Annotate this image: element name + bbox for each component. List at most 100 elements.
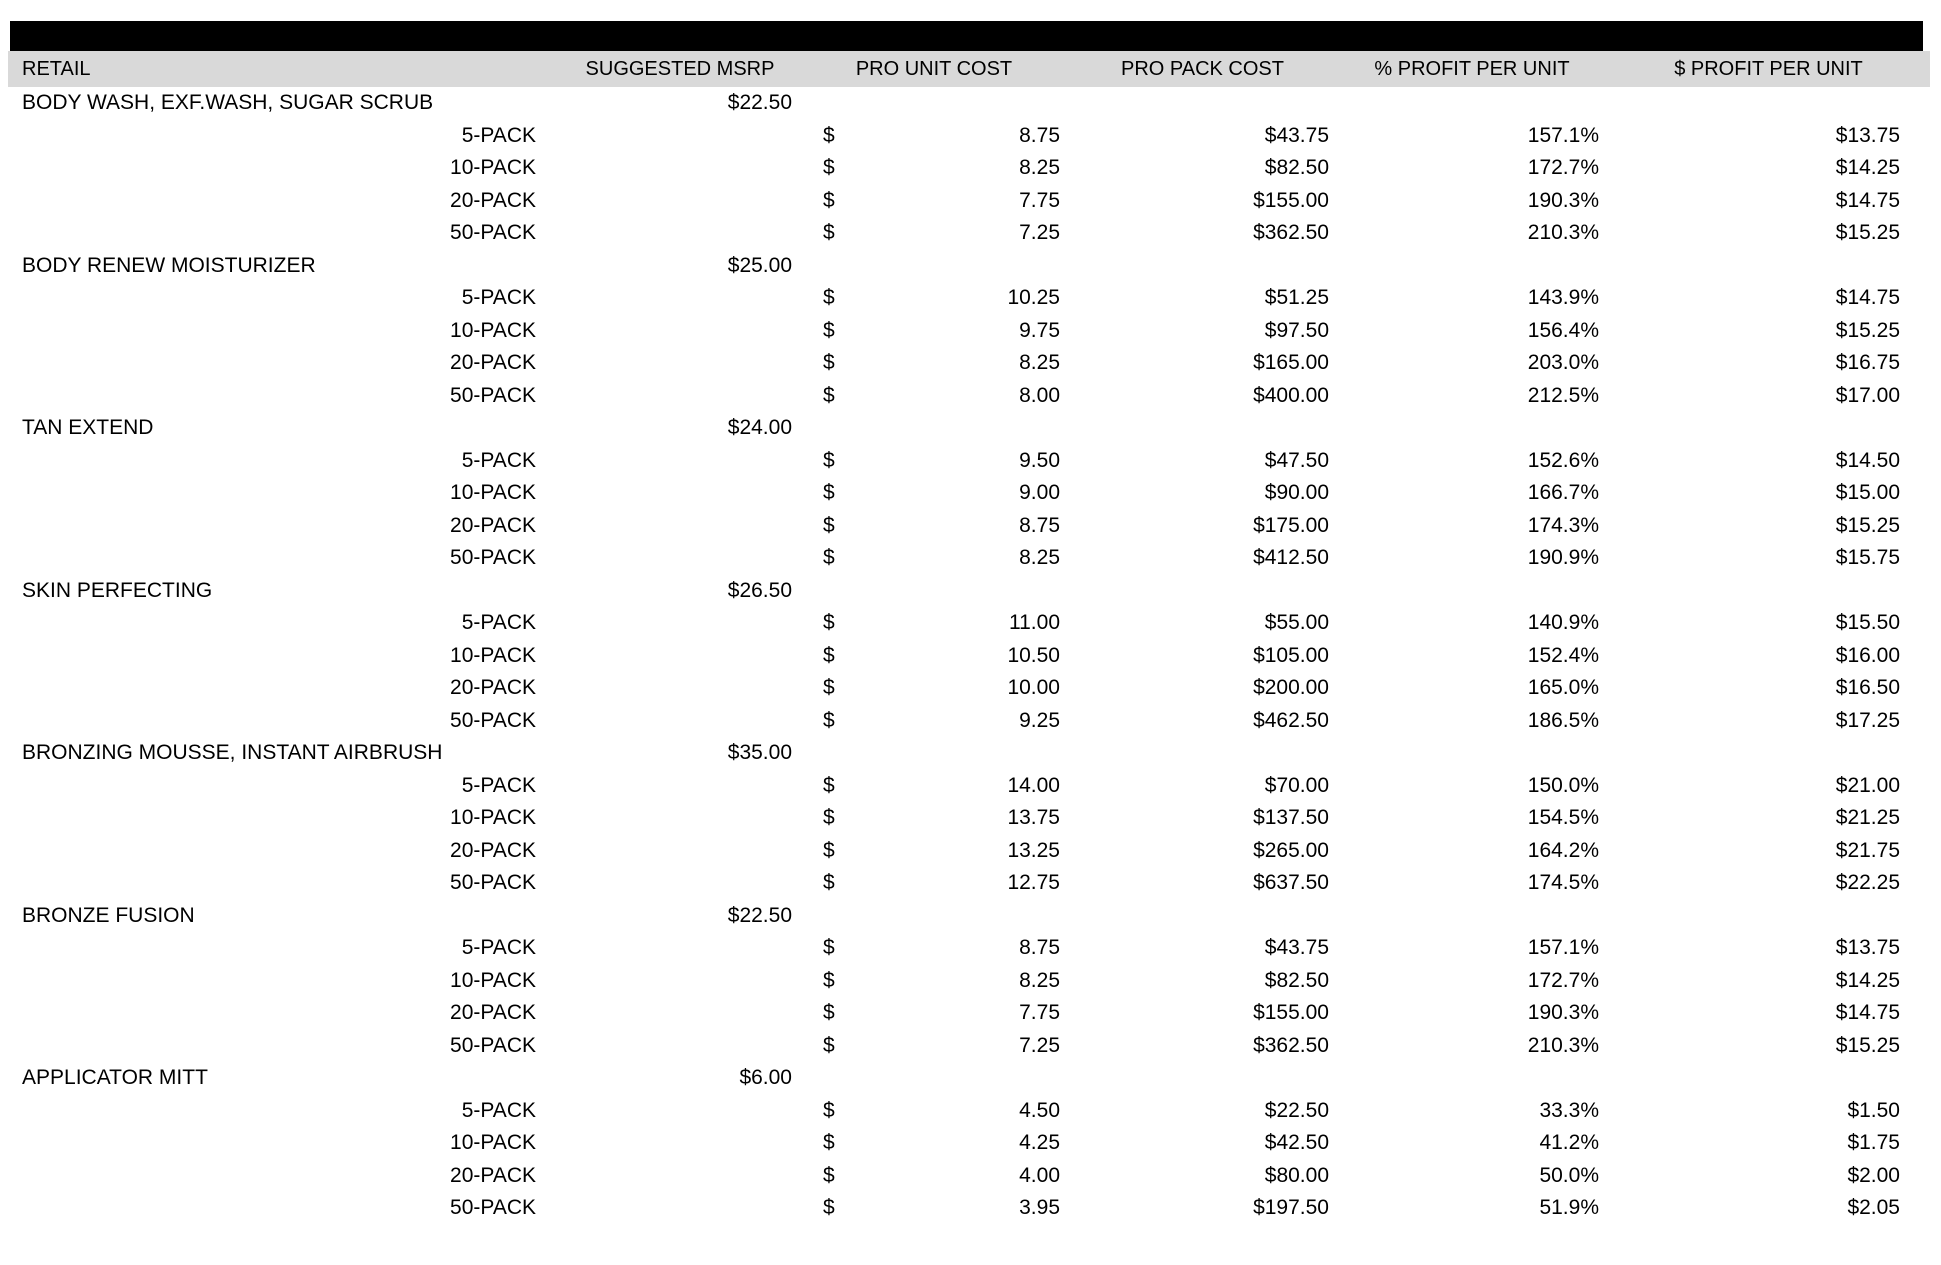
- percent-profit-cell: 150.0%: [1527, 773, 1599, 797]
- unit-cost-cell: $14.00: [800, 774, 1068, 798]
- dollar-profit-cell: $15.00: [1835, 481, 1900, 505]
- product-name-cell: BODY WASH, EXF.WASH, SUGAR SCRUB: [22, 91, 434, 115]
- unit-cost-value: 11.00: [1009, 611, 1060, 635]
- pack-label-cell: 50-PACK: [450, 708, 536, 732]
- unit-cost-value: 8.25: [1019, 546, 1060, 570]
- pack-row: 10-PACK $9.75 $97.50 156.4% $15.25: [8, 315, 1930, 348]
- pack-cost-cell: $22.50: [1264, 1098, 1329, 1122]
- currency-symbol: $: [823, 806, 835, 830]
- pack-label-cell: 50-PACK: [450, 383, 536, 407]
- product-row: BRONZE FUSION $22.50: [8, 900, 1930, 933]
- pack-label-cell: 50-PACK: [450, 1033, 536, 1057]
- dollar-profit-cell: $15.25: [1835, 318, 1900, 342]
- unit-cost-value: 8.75: [1019, 513, 1060, 537]
- pack-row: 10-PACK $8.25 $82.50 172.7% $14.25: [8, 965, 1930, 998]
- pack-row: 50-PACK $12.75 $637.50 174.5% $22.25: [8, 867, 1930, 900]
- dollar-profit-cell: $2.05: [1847, 1196, 1900, 1220]
- dollar-profit-cell: $14.25: [1835, 968, 1900, 992]
- percent-profit-cell: 172.7%: [1527, 968, 1599, 992]
- pack-cost-cell: $137.50: [1253, 806, 1329, 830]
- unit-cost-cell: $4.50: [800, 1099, 1068, 1123]
- pack-label-cell: 20-PACK: [450, 838, 536, 862]
- percent-profit-cell: 165.0%: [1527, 676, 1599, 700]
- unit-cost-value: 9.25: [1019, 708, 1060, 732]
- pack-cost-cell: $82.50: [1264, 156, 1329, 180]
- unit-cost-cell: $11.00: [800, 611, 1068, 635]
- unit-cost-value: 4.50: [1019, 1098, 1060, 1122]
- column-header-retail: RETAIL: [22, 57, 91, 80]
- product-row: BODY WASH, EXF.WASH, SUGAR SCRUB $22.50: [8, 87, 1930, 120]
- unit-cost-value: 8.75: [1019, 123, 1060, 147]
- dollar-profit-cell: $13.75: [1835, 936, 1900, 960]
- pack-row: 5-PACK $14.00 $70.00 150.0% $21.00: [8, 770, 1930, 803]
- pack-row: 50-PACK $9.25 $462.50 186.5% $17.25: [8, 705, 1930, 738]
- dollar-profit-cell: $2.00: [1847, 1163, 1900, 1187]
- column-header-usd-profit-unit: $ PROFIT PER UNIT: [1674, 57, 1863, 80]
- pack-label-cell: 5-PACK: [461, 611, 536, 635]
- pack-row: 50-PACK $7.25 $362.50 210.3% $15.25: [8, 217, 1930, 250]
- pack-cost-cell: $43.75: [1264, 936, 1329, 960]
- pack-label-cell: 10-PACK: [450, 806, 536, 830]
- pack-row: 5-PACK $8.75 $43.75 157.1% $13.75: [8, 120, 1930, 153]
- unit-cost-cell: $8.00: [800, 384, 1068, 408]
- pack-label-cell: 50-PACK: [450, 221, 536, 245]
- pricing-table: RETAIL SUGGESTED MSRP PRO UNIT COST PRO …: [8, 21, 1930, 1225]
- product-row: BODY RENEW MOISTURIZER $25.00: [8, 250, 1930, 283]
- pack-row: 10-PACK $13.75 $137.50 154.5% $21.25: [8, 802, 1930, 835]
- dollar-profit-cell: $14.50: [1835, 448, 1900, 472]
- pack-cost-cell: $155.00: [1253, 188, 1329, 212]
- product-name-cell: SKIN PERFECTING: [22, 578, 213, 602]
- pack-cost-cell: $412.50: [1253, 546, 1329, 570]
- percent-profit-cell: 190.3%: [1527, 188, 1599, 212]
- currency-symbol: $: [823, 1196, 835, 1220]
- unit-cost-cell: $8.25: [800, 351, 1068, 375]
- product-name-cell: BODY RENEW MOISTURIZER: [22, 253, 316, 277]
- unit-cost-cell: $9.75: [800, 319, 1068, 343]
- pack-cost-cell: $47.50: [1264, 448, 1329, 472]
- pack-label-cell: 50-PACK: [450, 871, 536, 895]
- unit-cost-value: 7.75: [1019, 1001, 1060, 1025]
- unit-cost-value: 8.00: [1019, 383, 1060, 407]
- pack-cost-cell: $362.50: [1253, 1033, 1329, 1057]
- pack-row: 20-PACK $13.25 $265.00 164.2% $21.75: [8, 835, 1930, 868]
- pack-row: 5-PACK $9.50 $47.50 152.6% $14.50: [8, 445, 1930, 478]
- currency-symbol: $: [823, 123, 835, 147]
- pack-cost-cell: $70.00: [1264, 773, 1329, 797]
- pack-label-cell: 10-PACK: [450, 156, 536, 180]
- title-bar-black: [10, 21, 1923, 51]
- pack-cost-cell: $197.50: [1253, 1196, 1329, 1220]
- currency-symbol: $: [823, 1098, 835, 1122]
- pack-label-cell: 20-PACK: [450, 188, 536, 212]
- dollar-profit-cell: $1.50: [1847, 1098, 1900, 1122]
- currency-symbol: $: [823, 318, 835, 342]
- table-header-row: RETAIL SUGGESTED MSRP PRO UNIT COST PRO …: [8, 51, 1930, 87]
- currency-symbol: $: [823, 513, 835, 537]
- column-header-pct-profit-unit: % PROFIT PER UNIT: [1374, 57, 1570, 80]
- pack-cost-cell: $82.50: [1264, 968, 1329, 992]
- currency-symbol: $: [823, 643, 835, 667]
- currency-symbol: $: [823, 871, 835, 895]
- currency-symbol: $: [823, 708, 835, 732]
- msrp-cell: $6.00: [739, 1066, 792, 1090]
- percent-profit-cell: 174.5%: [1527, 871, 1599, 895]
- dollar-profit-cell: $17.00: [1835, 383, 1900, 407]
- dollar-profit-cell: $14.75: [1835, 286, 1900, 310]
- pack-label-cell: 5-PACK: [461, 123, 536, 147]
- unit-cost-cell: $8.75: [800, 936, 1068, 960]
- percent-profit-cell: 172.7%: [1527, 156, 1599, 180]
- product-name-cell: APPLICATOR MITT: [22, 1066, 208, 1090]
- unit-cost-value: 3.95: [1019, 1196, 1060, 1220]
- pack-row: 5-PACK $11.00 $55.00 140.9% $15.50: [8, 607, 1930, 640]
- unit-cost-cell: $10.00: [800, 676, 1068, 700]
- msrp-cell: $22.50: [727, 91, 792, 115]
- unit-cost-cell: $8.25: [800, 969, 1068, 993]
- currency-symbol: $: [823, 676, 835, 700]
- currency-symbol: $: [823, 448, 835, 472]
- pack-label-cell: 20-PACK: [450, 1001, 536, 1025]
- product-row: TAN EXTEND $24.00: [8, 412, 1930, 445]
- currency-symbol: $: [823, 1163, 835, 1187]
- column-header-pro-pack-cost: PRO PACK COST: [1121, 57, 1284, 80]
- pack-cost-cell: $175.00: [1253, 513, 1329, 537]
- pack-cost-cell: $105.00: [1253, 643, 1329, 667]
- percent-profit-cell: 157.1%: [1527, 123, 1599, 147]
